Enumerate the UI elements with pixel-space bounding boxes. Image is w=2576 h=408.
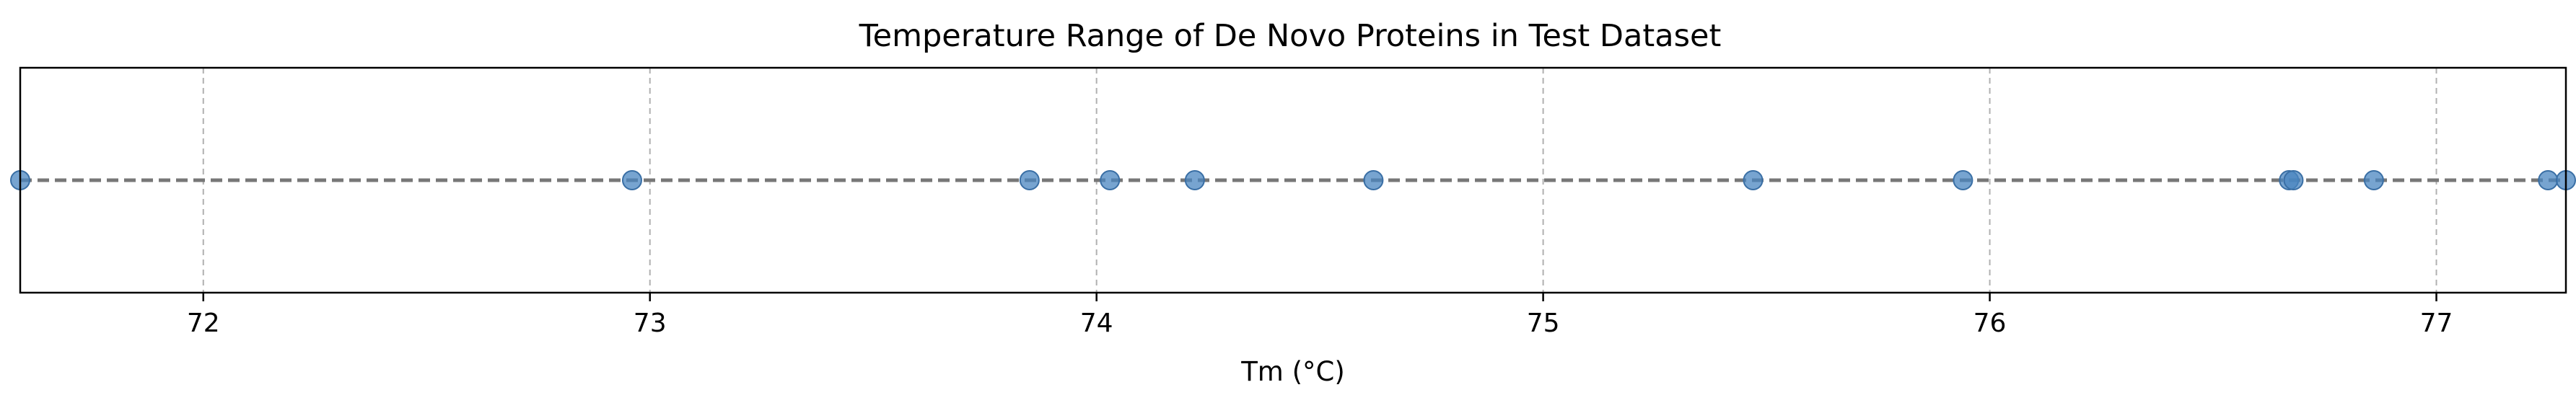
x-tick-label: 77 <box>2420 309 2453 338</box>
data-point <box>621 170 642 190</box>
data-point <box>2283 170 2304 190</box>
data-point <box>2363 170 2384 190</box>
data-point <box>1100 170 1121 190</box>
x-tick-label: 72 <box>187 309 220 338</box>
data-point <box>1953 170 1973 190</box>
x-tick-label: 73 <box>634 309 667 338</box>
x-tick-label: 74 <box>1080 309 1113 338</box>
data-point <box>2538 170 2559 190</box>
data-point <box>1184 170 1205 190</box>
x-tick-label: 75 <box>1527 309 1560 338</box>
x-axis-label: Tm (°C) <box>1240 356 1345 387</box>
plot-frame <box>19 66 2567 294</box>
data-point <box>1019 170 1040 190</box>
data-point <box>1743 170 1764 190</box>
chart-title: Temperature Range of De Novo Proteins in… <box>859 18 1722 54</box>
x-tick-label: 76 <box>1973 309 2007 338</box>
x-axis-ticks: 72 73 74 75 76 77 <box>187 293 2453 338</box>
data-point <box>1363 170 1384 190</box>
